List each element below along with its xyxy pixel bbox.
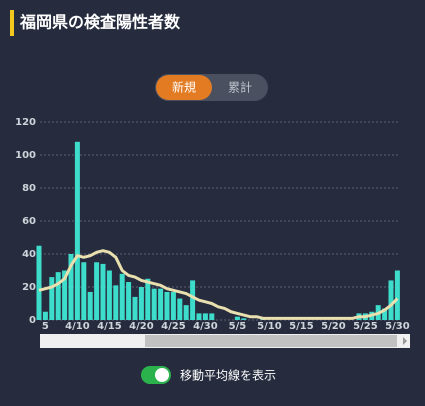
y-tick-label: 100 <box>15 150 36 161</box>
bar <box>145 278 151 320</box>
bar <box>190 280 196 320</box>
bar <box>382 308 388 320</box>
x-tick-label: 4/10 <box>65 321 90 332</box>
title-accent <box>10 10 14 36</box>
x-axis: 5 4/10 4/15 4/20 4/25 4/30 5/5 5/10 5/15 5/20 5/25… <box>42 321 410 332</box>
bar <box>36 245 42 320</box>
toggle-knob[interactable] <box>155 368 169 382</box>
y-tick-label: 20 <box>22 282 36 293</box>
bar <box>62 270 68 320</box>
y-tick-label: 40 <box>22 249 36 260</box>
x-tick-label: 5/15 <box>289 321 314 332</box>
bar <box>234 316 240 320</box>
tab-active[interactable] <box>156 75 212 100</box>
bar <box>113 285 119 320</box>
x-tick-label: 5/20 <box>321 321 346 332</box>
bar <box>100 263 106 320</box>
x-tick-label: 4/25 <box>161 321 186 332</box>
bar <box>138 287 144 320</box>
bar <box>94 262 100 320</box>
x-tick-label: 5/25 <box>353 321 378 332</box>
x-tick-label: 5/30 <box>385 321 410 332</box>
y-tick-label: 80 <box>22 183 36 194</box>
bar <box>55 272 61 320</box>
x-tick-label: 4/15 <box>97 321 122 332</box>
bar <box>388 280 394 320</box>
scroll-arrow[interactable] <box>403 337 407 345</box>
tab-label[interactable]: 累計 <box>228 80 252 95</box>
x-tick-label: 5 <box>42 321 49 332</box>
bar <box>164 291 170 320</box>
bar <box>209 313 215 320</box>
y-tick-label: 0 <box>29 315 36 326</box>
bar <box>106 270 112 320</box>
bar <box>119 273 125 320</box>
x-tick-label: 5/10 <box>257 321 282 332</box>
bar <box>68 254 74 320</box>
bar <box>74 141 80 320</box>
tab-label[interactable]: 新規 <box>172 80 196 95</box>
bar <box>158 288 164 320</box>
bar <box>196 313 202 320</box>
x-tick-label: 4/20 <box>129 321 154 332</box>
bar <box>394 270 400 320</box>
bar <box>177 298 183 320</box>
bar <box>87 291 93 320</box>
title: 福岡県の検査陽性者数 <box>19 13 181 32</box>
scrollbar-thumb[interactable] <box>145 335 397 347</box>
moving-average-line <box>38 249 399 320</box>
y-tick-label: 120 <box>15 117 36 128</box>
bar <box>202 313 208 320</box>
bar <box>241 318 247 320</box>
bar <box>81 262 87 320</box>
bar <box>42 311 48 320</box>
x-tick-label: 4/30 <box>193 321 218 332</box>
bar <box>170 291 176 320</box>
toggle-label: 移動平均線を表示 <box>180 368 276 383</box>
bar <box>49 277 55 320</box>
bar <box>183 305 189 320</box>
bar <box>151 288 157 320</box>
bar <box>126 282 132 320</box>
x-tick-label: 5/5 <box>229 321 247 332</box>
y-tick-label: 60 <box>22 216 36 227</box>
bar <box>132 296 138 320</box>
